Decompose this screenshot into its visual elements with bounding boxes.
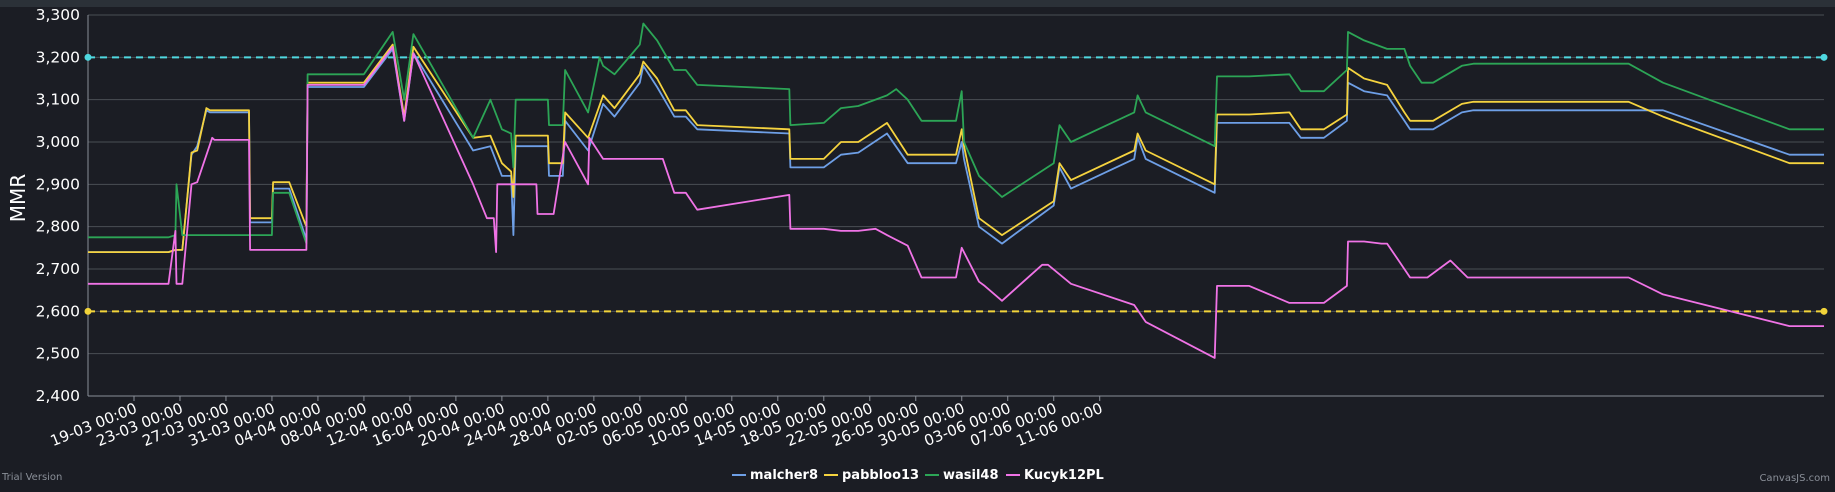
strip-line-marker [1820,53,1828,61]
y-tick-label: 3,200 [36,48,80,66]
strip-line-marker [84,53,92,61]
series-lines [88,22,1824,359]
legend-label: Kucyk12PL [1024,468,1104,483]
y-tick-label: 2,600 [36,302,80,320]
legend-label: malcher8 [750,468,818,483]
y-axis-label: MMR [6,174,30,223]
y-tick-label: 3,300 [36,6,80,24]
y-tick-label: 2,900 [36,175,80,193]
strip-line-marker [1820,307,1828,315]
y-tick-label: 2,400 [36,387,80,405]
legend[interactable]: malcher8 pabbloo13 wasil48 Kucyk12PL [732,468,1104,483]
y-tick-label: 3,000 [36,133,80,151]
legend-label: pabbloo13 [842,468,919,483]
series-line-Kucyk12PL[interactable] [88,45,1824,359]
legend-label: wasil48 [943,468,999,483]
y-tick-label: 3,100 [36,91,80,109]
series-line-malcher8[interactable] [88,48,1824,254]
legend-item-wasil48[interactable]: wasil48 [925,468,999,483]
legend-item-pabbloo13[interactable]: pabbloo13 [824,468,919,483]
grid-lines [87,14,1824,397]
y-tick-label: 2,800 [36,218,80,236]
top-bar [0,0,1835,7]
canvasjs-watermark: CanvasJS.com [1759,473,1830,484]
trial-version-watermark: Trial Version [1,472,62,483]
series-line-wasil48[interactable] [88,22,1824,245]
strip-lines [84,53,1828,315]
legend-item-malcher8[interactable]: malcher8 [732,468,818,483]
series-line-pabbloo13[interactable] [88,43,1824,254]
y-axis-ticks: 2,400 2,500 2,600 2,700 2,800 2,900 3,000 3,100… [36,6,80,405]
strip-line-marker [84,307,92,315]
legend-item-Kucyk12PL[interactable]: Kucyk12PL [1006,468,1104,483]
y-tick-label: 2,500 [36,345,80,363]
y-tick-label: 2,700 [36,260,80,278]
